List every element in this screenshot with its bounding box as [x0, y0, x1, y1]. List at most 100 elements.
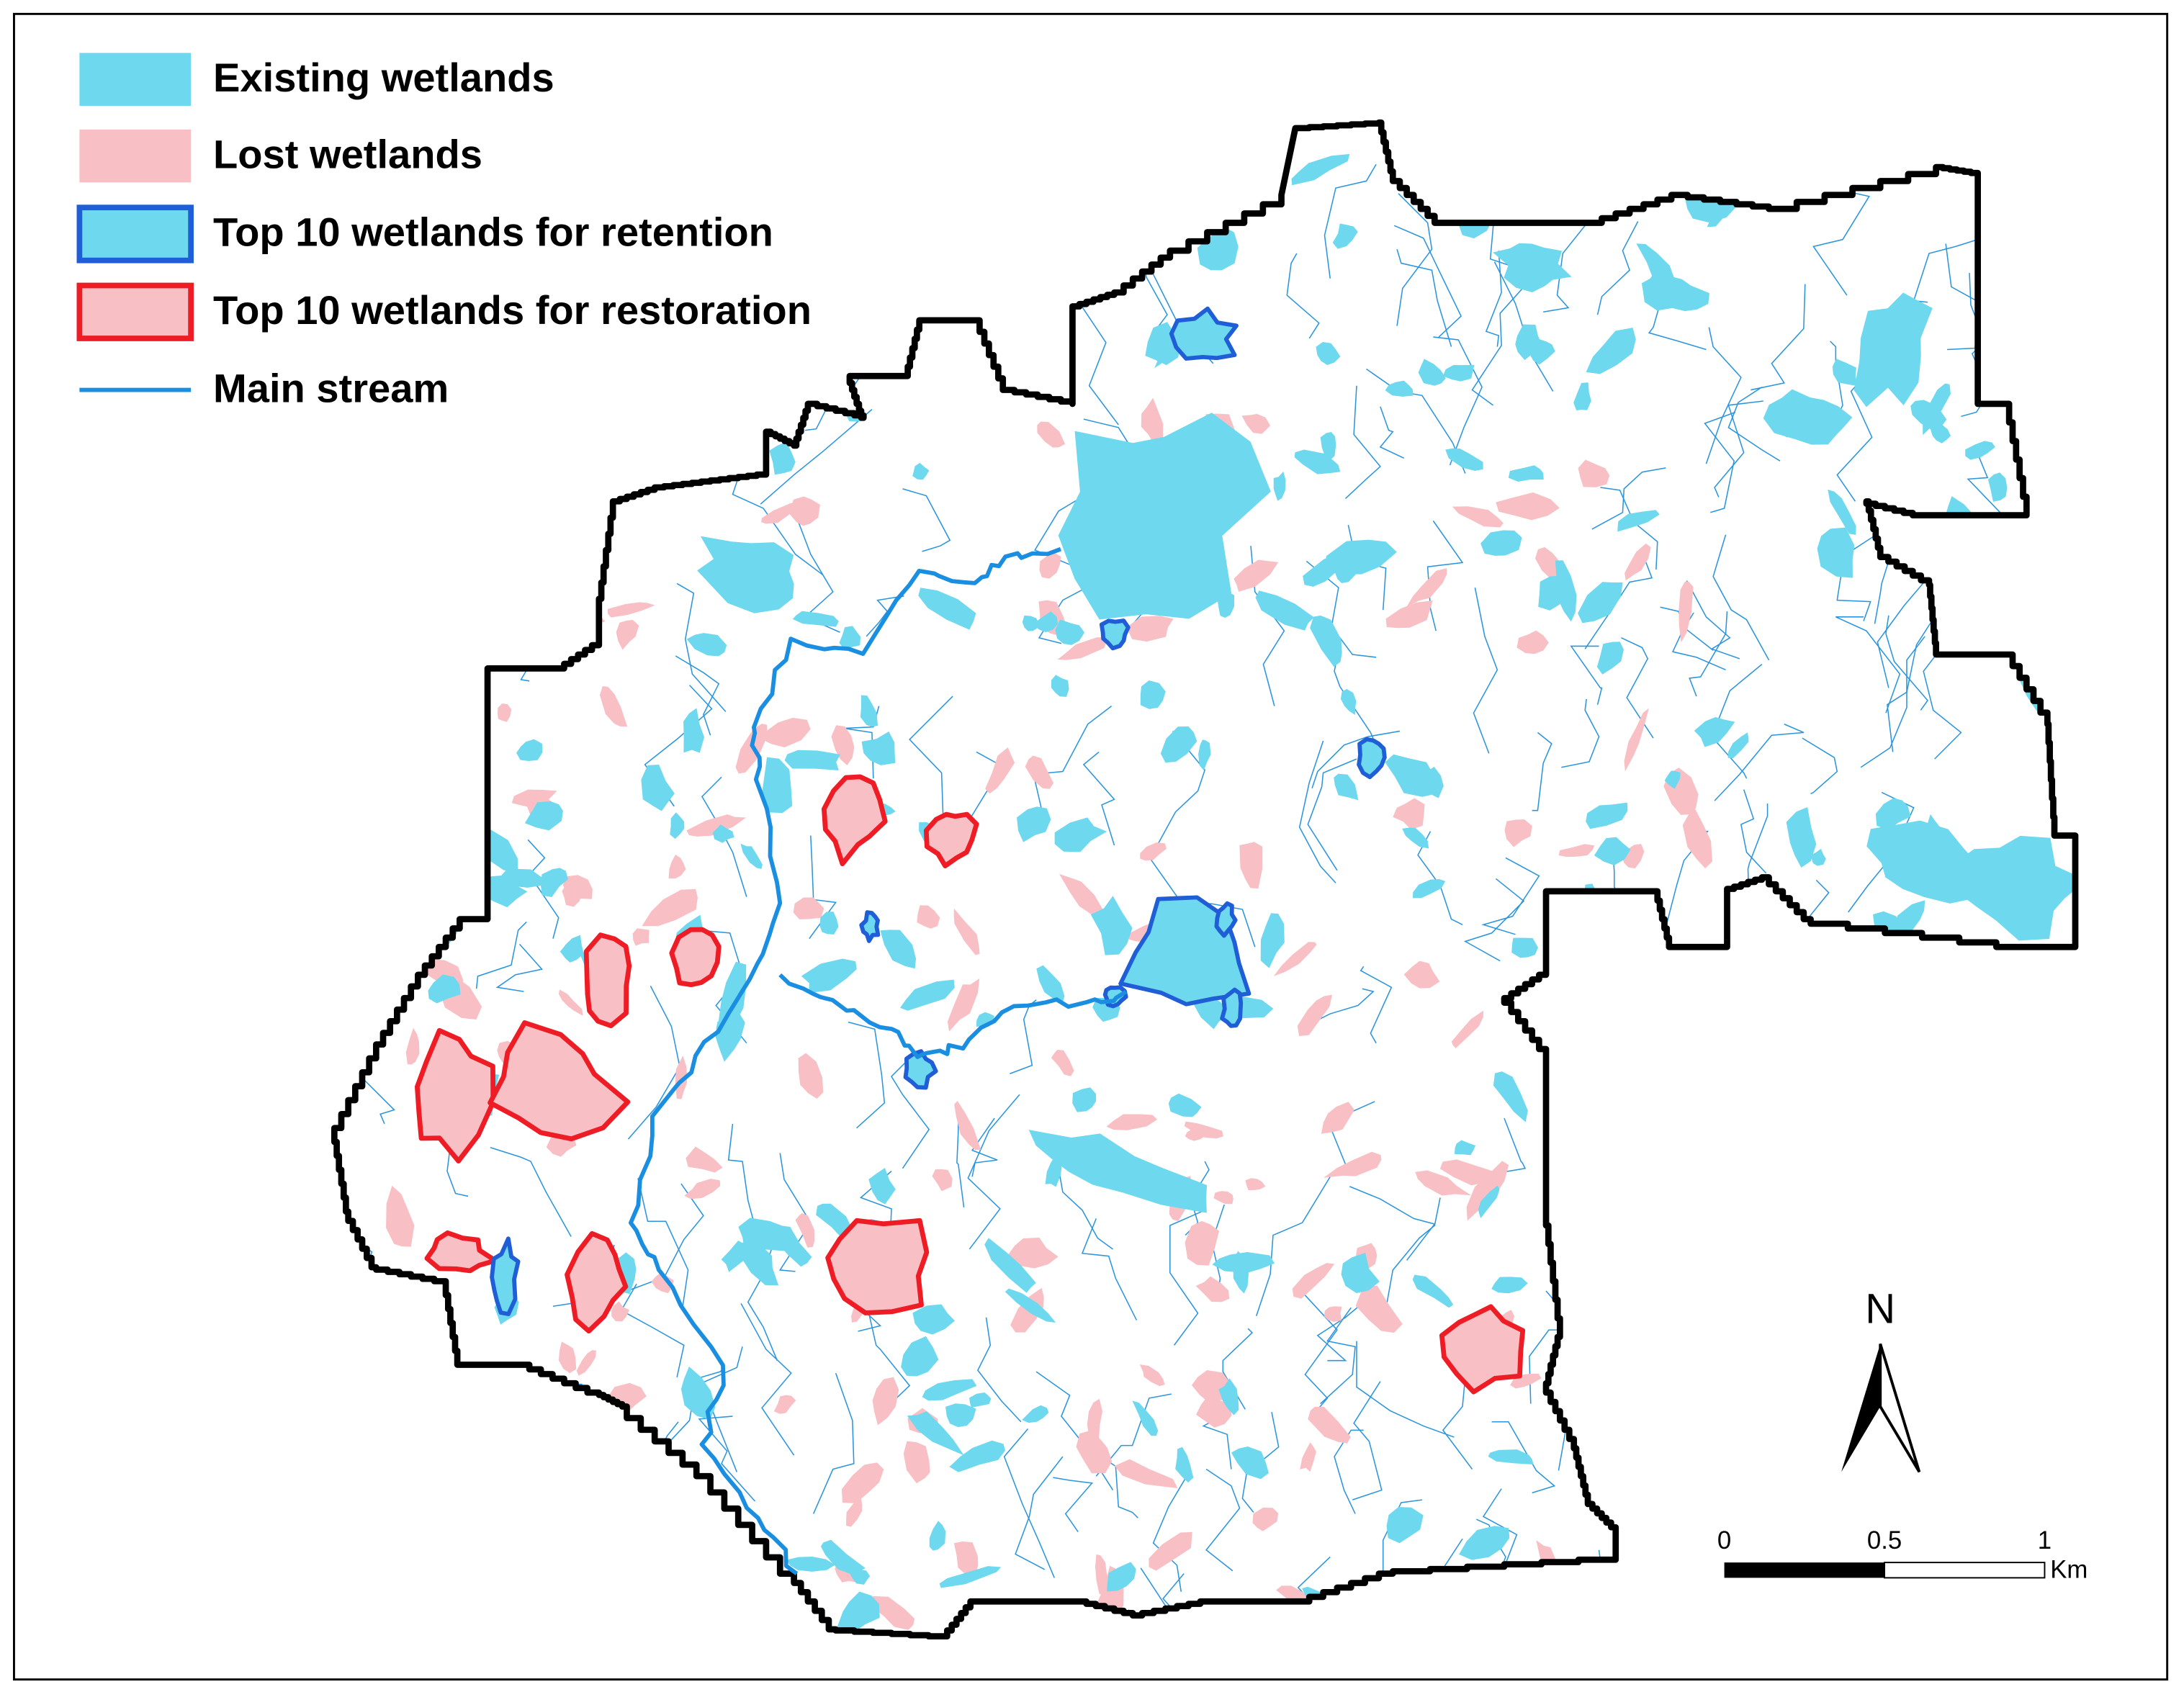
stream-network [1491, 1421, 1556, 1494]
existing-wetland [868, 1168, 896, 1205]
lost-wetland [1141, 397, 1164, 446]
lost-wetland [386, 1185, 415, 1247]
restoration-wetland [415, 1027, 496, 1164]
existing-wetland [1294, 449, 1341, 474]
stream-network [1320, 1307, 1356, 1405]
stream-network [1485, 251, 1502, 347]
lost-wetland [1245, 1178, 1266, 1191]
existing-wetland [1832, 359, 1858, 387]
lost-wetland [1466, 1161, 1509, 1221]
arrow-left [1841, 1344, 1881, 1472]
retention-wetland [1214, 901, 1238, 938]
stream-network [891, 1052, 930, 1169]
lost-wetland [868, 1596, 915, 1630]
existing-wetland [1594, 837, 1631, 865]
lost-wetland [1039, 553, 1061, 579]
existing-wetland [1965, 441, 1995, 460]
restoration-wetland [669, 927, 722, 988]
existing-wetland [1596, 642, 1624, 675]
restoration-wetland [1439, 1304, 1526, 1395]
existing-wetland [1493, 243, 1572, 292]
existing-wetland [945, 1403, 976, 1428]
existing-wetland [1005, 1288, 1056, 1323]
stream-network [1543, 211, 1597, 313]
lost-wetland [1516, 630, 1549, 654]
lost-wetland [1321, 1102, 1354, 1134]
scale-segment [1884, 1562, 2046, 1579]
lost-wetland [1128, 616, 1174, 642]
existing-wetland [1332, 223, 1358, 249]
lost-wetland [616, 619, 639, 650]
restoration-wetland [821, 774, 888, 867]
lost-wetland [1682, 809, 1712, 869]
existing-wetland [880, 930, 917, 969]
lost-wetland [1679, 581, 1694, 643]
existing-wetland [1175, 1446, 1194, 1483]
existing-wetland [1316, 342, 1341, 365]
stream-network [1532, 732, 1552, 811]
existing-wetland [1488, 1449, 1534, 1464]
lost-wetland [1140, 842, 1167, 861]
stream-network [1152, 1475, 1187, 1592]
lost-wetland [1114, 1459, 1178, 1489]
lost-wetland [675, 1056, 688, 1099]
lost-wetland [632, 928, 650, 946]
stream-network [1584, 548, 1653, 649]
lost-wetland [1504, 819, 1532, 847]
lost-wetland [611, 1301, 629, 1322]
existing-wetland [540, 868, 568, 897]
lost-wetland [1393, 798, 1425, 830]
existing-wetland [1033, 611, 1058, 633]
existing-wetland [918, 588, 976, 630]
existing-wetland [1291, 153, 1350, 186]
stream-network [1473, 588, 1498, 754]
lost-wetland [668, 854, 686, 879]
existing-wetland [912, 462, 930, 480]
lost-wetland [498, 703, 512, 722]
existing-wetland [1508, 465, 1544, 482]
existing-wetland [683, 708, 705, 753]
lost-wetland [1195, 1276, 1230, 1302]
existing-wetland [837, 1591, 880, 1635]
lost-wetland [686, 1146, 723, 1173]
existing-wetland [1454, 1140, 1476, 1156]
main-stream-line [629, 546, 1061, 1575]
stream-network [902, 488, 951, 552]
stream-network [1463, 878, 1525, 962]
lost-wetland [1324, 1306, 1342, 1322]
stream-network [1349, 1186, 1436, 1261]
stream-network [1704, 411, 1736, 513]
existing-wetland [1418, 359, 1446, 386]
lost-wetland [686, 814, 747, 837]
stream-network [1396, 248, 1452, 347]
lost-wetland [607, 602, 655, 618]
lost-wetland [1308, 1406, 1351, 1444]
lost-wetland [684, 1179, 721, 1200]
stream-network [812, 1372, 855, 1514]
stream-network [1081, 1218, 1138, 1320]
lost-wetland [1106, 1114, 1158, 1130]
lost-wetland [405, 1027, 420, 1065]
stream-network [1689, 611, 1728, 697]
stream-network [1360, 966, 1393, 1044]
scale-label: 1 [2038, 1526, 2052, 1554]
existing-wetland [1036, 965, 1065, 1005]
existing-wetland [1641, 271, 1709, 312]
lost-wetland [953, 908, 980, 955]
existing-wetland [819, 912, 839, 935]
legend-swatch [76, 282, 194, 341]
existing-wetland [1168, 1093, 1202, 1117]
existing-wetland [1022, 1405, 1049, 1423]
existing-wetland [861, 732, 896, 765]
lost-wetland [1624, 543, 1651, 581]
existing-wetland [1107, 1562, 1136, 1592]
stream-network [620, 1283, 685, 1378]
stream-network [1885, 615, 1928, 711]
existing-wetland [1320, 431, 1336, 462]
lost-wetland [798, 1053, 824, 1099]
existing-wetland [1875, 798, 1911, 831]
existing-wetland [1727, 732, 1749, 758]
existing-wetland [740, 843, 763, 869]
lost-wetland [562, 875, 593, 901]
